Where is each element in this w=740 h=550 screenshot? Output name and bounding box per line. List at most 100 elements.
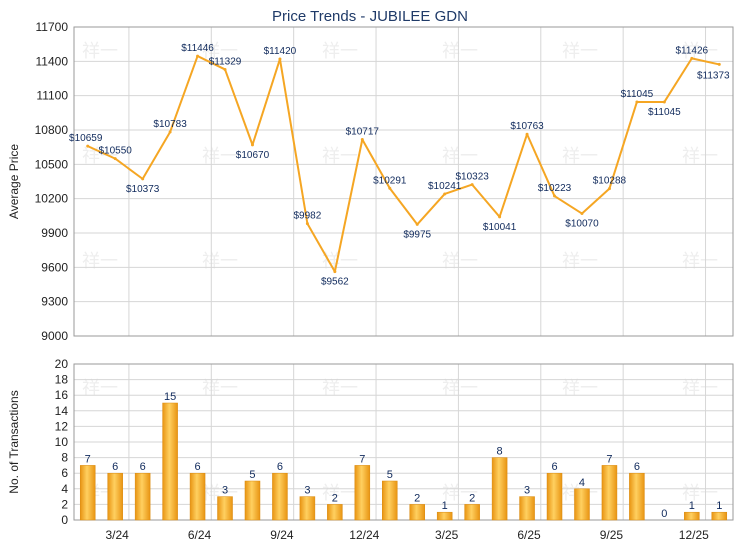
transactions-watermark: 祥一 xyxy=(82,378,118,399)
price-line-segment xyxy=(197,55,226,71)
price-line-segment xyxy=(333,139,364,272)
price-point-label: $10763 xyxy=(510,121,544,132)
price-line-segment xyxy=(553,195,583,215)
transactions-watermark: 祥一 xyxy=(202,378,238,399)
transactions-bar xyxy=(464,504,480,521)
price-y-tick-label: 10200 xyxy=(35,192,69,206)
transactions-y-tick-label: 0 xyxy=(61,513,68,527)
price-point-label: $10288 xyxy=(593,176,627,187)
price-point-label: $10291 xyxy=(373,175,407,186)
price-point-label: $10670 xyxy=(236,150,270,161)
x-tick-label: 6/25 xyxy=(517,528,541,542)
price-point xyxy=(250,143,254,147)
transactions-watermark: 祥一 xyxy=(322,483,358,504)
price-line-segment xyxy=(278,58,309,224)
price-y-tick-label: 9000 xyxy=(41,329,68,343)
price-point-label: $11045 xyxy=(621,89,654,100)
transactions-bar-label: 6 xyxy=(195,461,201,473)
price-point-label: $10373 xyxy=(126,184,160,195)
transactions-bar xyxy=(574,488,590,521)
transactions-watermark: 祥一 xyxy=(682,483,718,504)
transactions-bar-label: 5 xyxy=(249,469,255,481)
price-line-segment xyxy=(498,133,529,218)
price-point xyxy=(607,187,611,191)
price-point-label: $11446 xyxy=(181,43,214,54)
transactions-watermark: 祥一 xyxy=(562,378,598,399)
price-watermark: 祥一 xyxy=(562,251,598,272)
price-watermark: 祥一 xyxy=(682,41,718,62)
price-point xyxy=(525,132,529,136)
x-tick-label: 3/24 xyxy=(106,528,130,542)
price-watermark: 祥一 xyxy=(82,146,118,167)
transactions-bar-label: 3 xyxy=(524,485,530,497)
price-point-label: $9975 xyxy=(403,229,431,240)
x-tick-label: 12/25 xyxy=(679,528,709,542)
price-point-label: $9982 xyxy=(293,211,321,222)
price-point xyxy=(223,67,227,71)
price-point-label: $11426 xyxy=(675,45,708,56)
transactions-y-tick-label: 2 xyxy=(61,497,68,511)
transactions-y-axis-title: No. of Transactions xyxy=(7,390,21,493)
price-watermark: 祥一 xyxy=(82,251,118,272)
price-y-tick-label: 11100 xyxy=(36,89,68,103)
transactions-bar-label: 1 xyxy=(716,500,722,512)
transactions-watermark: 祥一 xyxy=(322,378,358,399)
price-point xyxy=(690,56,694,60)
price-point-label: $11373 xyxy=(697,70,730,81)
transactions-bar xyxy=(409,504,425,521)
chart-title: Price Trends - JUBILEE GDN xyxy=(272,8,468,25)
transactions-y-tick-label: 6 xyxy=(61,466,68,480)
price-line-segment xyxy=(141,131,171,180)
price-line-segment xyxy=(306,223,336,273)
price-watermark: 祥一 xyxy=(82,41,118,62)
price-point xyxy=(86,144,90,148)
price-watermark: 祥一 xyxy=(682,251,718,272)
price-point xyxy=(662,100,666,104)
price-y-tick-label: 11400 xyxy=(36,54,69,68)
price-point xyxy=(415,222,419,226)
transactions-y-tick-label: 12 xyxy=(55,419,69,433)
transactions-bar xyxy=(436,511,453,521)
transactions-bar-label: 6 xyxy=(277,461,283,473)
price-y-tick-label: 11700 xyxy=(36,20,69,34)
price-point xyxy=(470,183,474,187)
price-watermark: 祥一 xyxy=(322,41,358,62)
transactions-bar xyxy=(244,480,261,521)
transactions-bar-label: 6 xyxy=(551,461,557,473)
price-point-label: $10717 xyxy=(346,126,380,137)
price-line-segment xyxy=(361,139,391,189)
price-point-label: $10241 xyxy=(428,181,462,192)
transactions-bar-label: 6 xyxy=(140,461,146,473)
price-line-segment xyxy=(87,145,116,160)
x-tick-label: 9/24 xyxy=(270,528,294,542)
price-point-label: $10550 xyxy=(99,146,133,157)
price-y-tick-label: 9900 xyxy=(41,226,68,240)
price-point xyxy=(580,212,584,216)
transactions-bar xyxy=(79,465,96,521)
price-point-label: $10041 xyxy=(483,222,517,233)
price-point xyxy=(717,62,721,66)
transactions-bar xyxy=(519,496,535,521)
price-point-label: $9562 xyxy=(321,277,349,288)
price-line-segment xyxy=(444,183,473,195)
price-point-label: $10223 xyxy=(538,183,572,194)
transactions-plot-frame xyxy=(73,363,734,521)
price-line-segment xyxy=(388,187,419,226)
transactions-bar-label: 8 xyxy=(497,446,503,458)
price-point-label: $11045 xyxy=(648,107,681,118)
price-point xyxy=(168,130,172,134)
transactions-y-tick-label: 10 xyxy=(55,435,69,449)
price-watermark: 祥一 xyxy=(322,251,358,272)
price-y-tick-label: 9300 xyxy=(41,295,68,309)
transactions-bar-label: 6 xyxy=(634,461,640,473)
transactions-bar-panel: 祥一祥一祥一祥一祥一祥一祥一祥一祥一祥一祥一祥一0246810121416182… xyxy=(7,357,734,542)
transactions-watermark: 祥一 xyxy=(442,483,478,504)
price-point-label: $11420 xyxy=(264,46,297,57)
transactions-watermark: 祥一 xyxy=(442,378,478,399)
transactions-bar xyxy=(217,496,233,521)
transactions-bar xyxy=(382,480,398,521)
x-tick-label: 12/24 xyxy=(349,528,379,542)
transactions-bar xyxy=(189,472,206,521)
